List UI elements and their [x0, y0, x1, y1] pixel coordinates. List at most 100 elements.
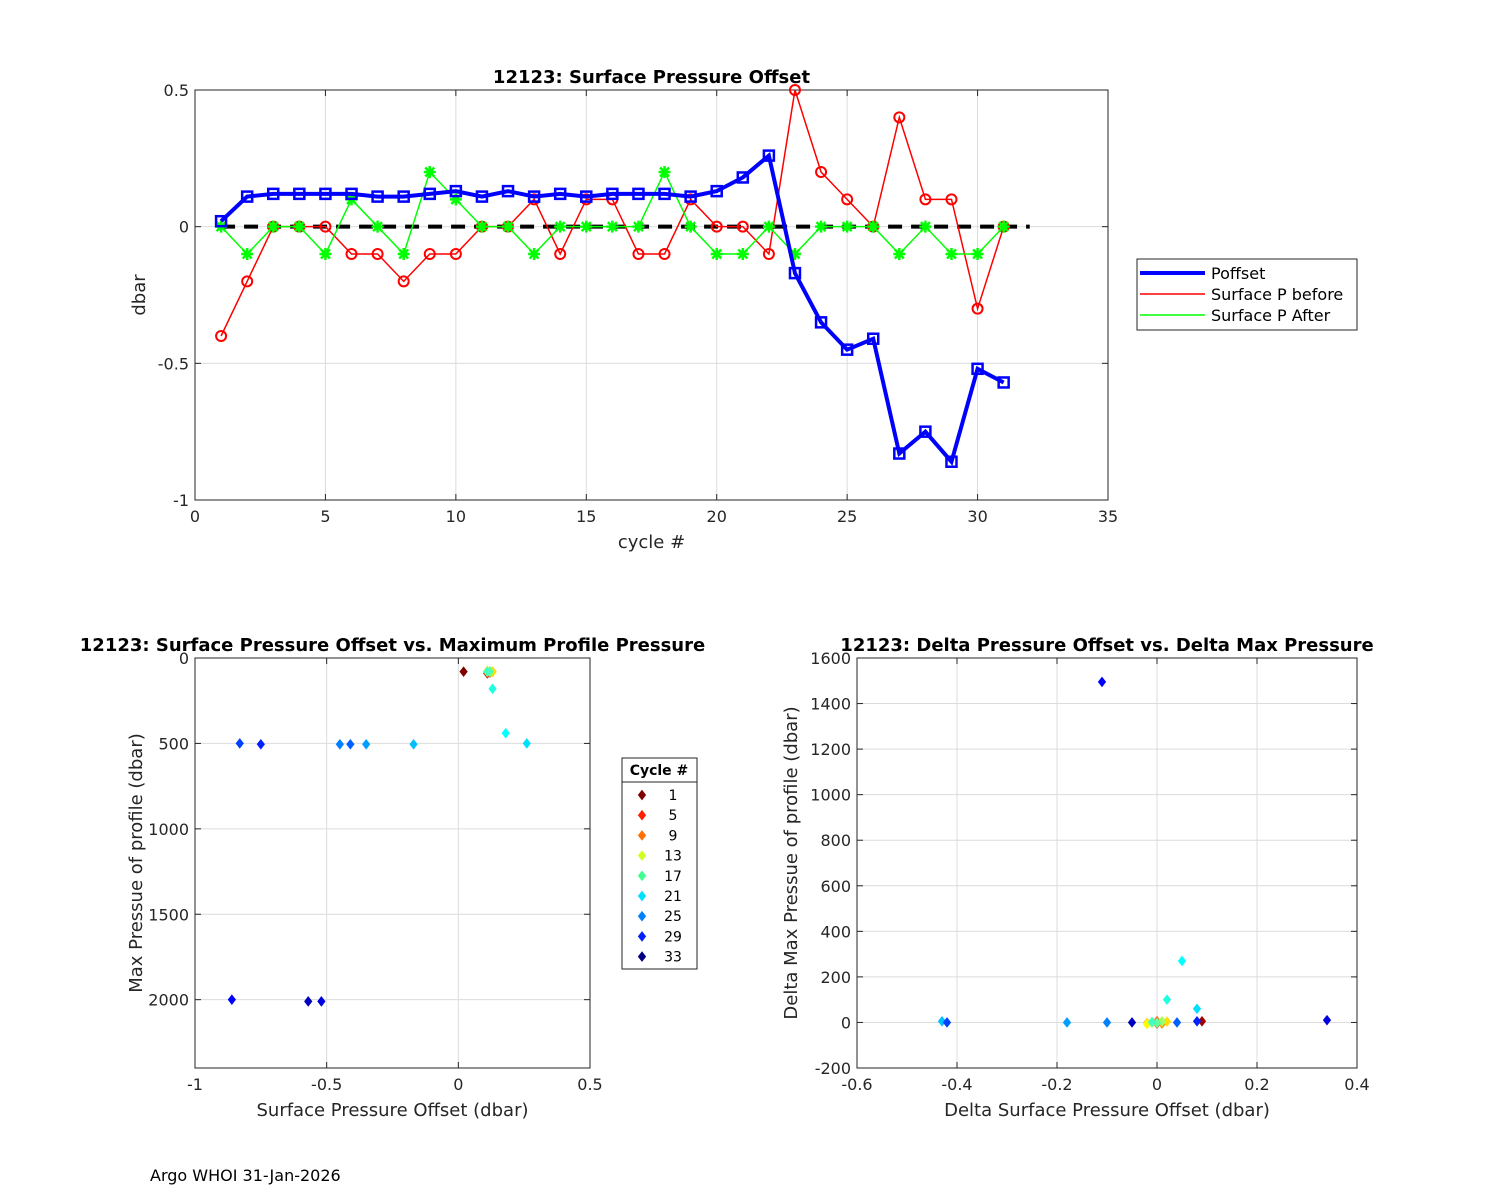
x-tick-label: -1	[187, 1075, 203, 1094]
x-tick-label: 0.2	[1244, 1075, 1269, 1094]
legend-label: 17	[664, 869, 682, 885]
y-tick-label: 0.5	[164, 81, 189, 100]
chart-offset-vs-max-pressure: -1 -0.5 0 0.5 0 500 1000 1500 2000 12123: Surface…	[80, 635, 705, 1121]
legend-swatch	[637, 789, 647, 801]
data-point	[580, 190, 593, 203]
scatter-point	[1192, 1003, 1202, 1015]
y-tick-label: 0	[841, 1013, 851, 1032]
data-point	[319, 220, 332, 233]
scatter-point	[409, 738, 418, 750]
legend-cycle: Cycle # 1 5 9 13 17 21 25 29 33	[621, 757, 698, 970]
y-tick-label: 1600	[810, 649, 851, 668]
data-point	[762, 248, 775, 260]
data-point	[371, 248, 384, 260]
data-point	[684, 190, 697, 203]
data-point	[397, 190, 410, 203]
data-point	[919, 220, 932, 233]
scatter-point	[522, 738, 531, 749]
data-point	[788, 266, 802, 280]
data-point	[449, 184, 463, 198]
data-point	[867, 220, 880, 233]
scatter-point	[1172, 1017, 1182, 1028]
data-point	[710, 220, 723, 233]
chart-title: 12123: Delta Pressure Offset vs. Delta M…	[840, 635, 1373, 656]
y-tick-label: 1500	[148, 905, 189, 924]
y-tick-label: 1000	[148, 820, 189, 839]
x-tick-label: 5	[320, 507, 330, 526]
x-tick-label: 0	[190, 507, 200, 526]
x-tick-label: -0.4	[941, 1075, 972, 1094]
y-tick-label: 2000	[148, 991, 189, 1010]
data-point	[893, 248, 906, 260]
legend-label: Poffset	[1211, 264, 1265, 283]
legend-swatch	[637, 830, 647, 841]
y-tick-label: 400	[820, 922, 851, 941]
axes-frame	[194, 89, 1109, 501]
y-tick-label: -1	[173, 491, 189, 510]
legend-swatch	[637, 870, 647, 882]
y-tick-label: 0	[179, 218, 189, 237]
legend-swatch	[637, 850, 647, 861]
y-tick-label: 1000	[810, 786, 851, 805]
data-point	[841, 193, 854, 206]
legend-surface-pressure: Poffset Surface P before Surface P After	[1136, 258, 1358, 331]
data-point	[736, 248, 749, 260]
data-point	[241, 275, 254, 288]
data-point	[553, 187, 567, 201]
data-point	[371, 220, 384, 233]
data-point	[501, 184, 515, 198]
legend-label: 1	[669, 788, 678, 804]
scatter-point	[459, 666, 468, 677]
data-point	[554, 248, 567, 260]
data-point	[710, 184, 723, 198]
data-point	[606, 220, 619, 233]
y-tick-label: 1200	[810, 740, 851, 759]
data-point	[971, 362, 984, 376]
data-point	[919, 425, 932, 438]
legend-swatch	[637, 931, 647, 942]
data-point	[971, 248, 984, 260]
data-point	[736, 171, 750, 184]
axes-frame	[856, 657, 1358, 1069]
data-point	[658, 248, 671, 260]
series-line-surface-p-after	[220, 170, 1005, 256]
x-tick-label: 0	[1152, 1075, 1162, 1094]
data-point	[554, 220, 567, 233]
data-point	[449, 248, 462, 260]
legend-label: 5	[669, 808, 678, 824]
data-point	[788, 84, 801, 96]
data-point	[893, 447, 906, 460]
data-point	[240, 190, 254, 203]
legend-swatch	[637, 809, 647, 821]
legend-label: Surface P After	[1211, 306, 1331, 325]
scatter-point	[346, 738, 355, 750]
y-tick-label: 600	[820, 877, 851, 896]
scatter-point	[304, 996, 313, 1007]
data-point	[449, 193, 462, 206]
scatter-point	[335, 738, 344, 750]
legend-label: Surface P before	[1211, 285, 1343, 304]
data-point	[606, 187, 619, 201]
scatter-point	[1127, 1017, 1137, 1028]
data-point	[214, 214, 228, 228]
legend-swatch	[637, 910, 647, 922]
scatter-point	[488, 683, 497, 695]
scatter-point	[1162, 994, 1172, 1005]
y-axis-label: Delta Max Pressue of profile (dbar)	[781, 706, 802, 1019]
chart-title: 12123: Surface Pressure Offset	[493, 67, 811, 88]
x-tick-label: 25	[837, 507, 857, 526]
data-point	[788, 248, 801, 260]
data-point	[475, 190, 489, 203]
data-point	[840, 343, 854, 356]
data-point	[528, 248, 541, 260]
data-point	[945, 193, 958, 206]
chart-title: 12123: Surface Pressure Offset vs. Maxim…	[80, 635, 705, 656]
data-point	[815, 166, 828, 178]
data-point	[762, 149, 776, 162]
legend-swatch	[637, 890, 647, 902]
y-tick-label: 500	[158, 734, 189, 753]
y-tick-label: -0.5	[158, 354, 189, 373]
data-point	[267, 220, 280, 233]
data-point	[841, 220, 854, 233]
